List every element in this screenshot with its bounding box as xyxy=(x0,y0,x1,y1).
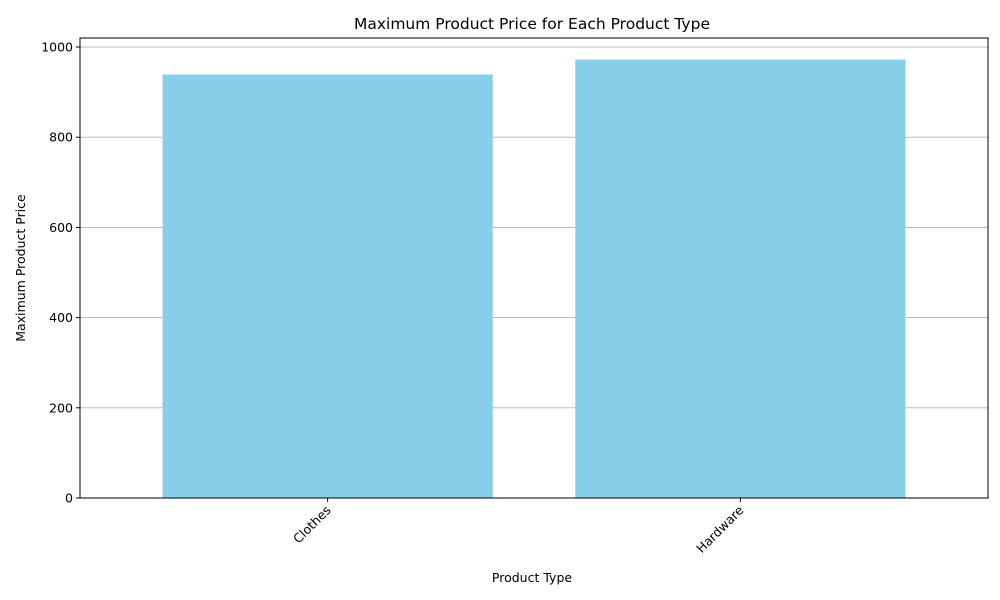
y-tick-label: 200 xyxy=(49,400,73,415)
bar-clothes xyxy=(162,74,493,498)
y-axis-label: Maximum Product Price xyxy=(13,194,28,342)
plot-frame xyxy=(79,37,989,499)
x-axis-ticks: Clothes Hardware xyxy=(290,498,747,556)
x-axis-label: Product Type xyxy=(492,570,572,585)
y-tick-label: 600 xyxy=(49,220,73,235)
y-tick-label: 1000 xyxy=(41,40,73,55)
y-tick-label: 800 xyxy=(49,130,73,145)
chart-title: Maximum Product Price for Each Product T… xyxy=(354,15,710,33)
x-tick-label: Clothes xyxy=(290,503,334,547)
y-axis-ticks: 0 200 400 600 800 1000 xyxy=(41,40,80,506)
y-tick-label: 400 xyxy=(49,310,73,325)
x-tick-label: Hardware xyxy=(693,502,747,556)
bars xyxy=(162,59,906,498)
bar-hardware xyxy=(575,59,906,498)
y-tick-label: 0 xyxy=(65,491,73,506)
axes xyxy=(79,37,989,499)
